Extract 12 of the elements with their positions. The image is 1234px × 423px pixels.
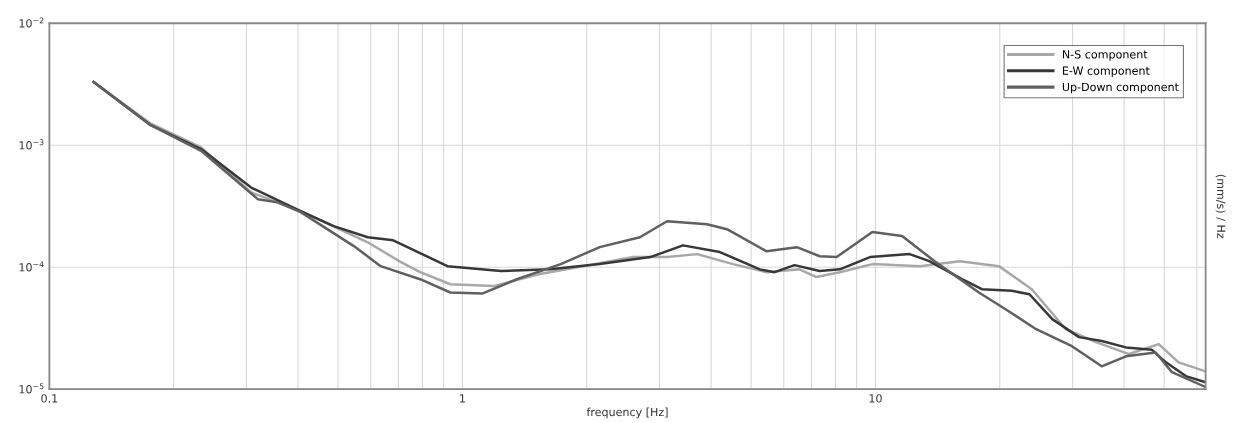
legend-label: E-W component	[1062, 66, 1150, 77]
y-tick-label: 10$^{−5}$	[19, 383, 44, 394]
x-axis-title: frequency [Hz]	[586, 407, 668, 419]
legend-label: Up-Down component	[1062, 82, 1179, 94]
x-tick-label: 10	[869, 394, 882, 403]
y2-axis-title: (mm/s) / Hz	[1215, 174, 1226, 239]
x-tick-label: 0.1	[41, 394, 58, 403]
y-tick-label: 10$^{−3}$	[19, 139, 44, 150]
legend-label: N-S component	[1062, 50, 1148, 61]
y-tick-label: 10$^{−4}$	[19, 261, 44, 272]
y-tick-label: 10$^{−2}$	[19, 17, 44, 28]
x-tick-label: 1	[460, 394, 465, 403]
